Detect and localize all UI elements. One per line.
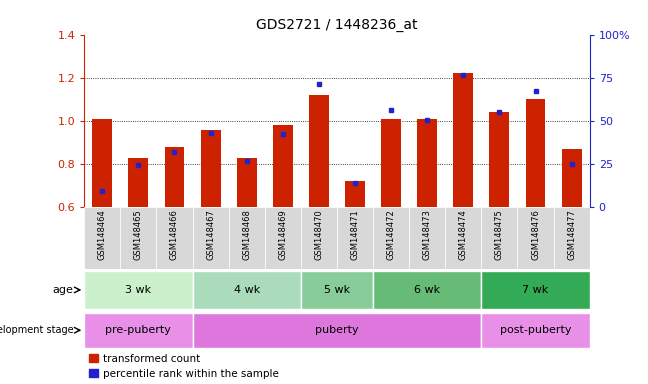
Text: puberty: puberty bbox=[315, 325, 359, 335]
Text: post-puberty: post-puberty bbox=[500, 325, 572, 335]
Text: GSM148473: GSM148473 bbox=[422, 209, 432, 260]
Text: GSM148468: GSM148468 bbox=[242, 209, 251, 260]
Bar bbox=[417, 119, 437, 207]
FancyBboxPatch shape bbox=[84, 207, 121, 269]
FancyBboxPatch shape bbox=[121, 207, 156, 269]
FancyBboxPatch shape bbox=[553, 207, 590, 269]
Text: GSM148477: GSM148477 bbox=[567, 209, 576, 260]
Bar bbox=[201, 130, 220, 207]
FancyBboxPatch shape bbox=[518, 207, 553, 269]
FancyBboxPatch shape bbox=[409, 207, 445, 269]
FancyBboxPatch shape bbox=[481, 313, 590, 348]
Bar bbox=[526, 99, 546, 207]
FancyBboxPatch shape bbox=[192, 271, 301, 309]
Text: GSM148476: GSM148476 bbox=[531, 209, 540, 260]
Bar bbox=[454, 73, 473, 207]
FancyBboxPatch shape bbox=[481, 271, 590, 309]
FancyBboxPatch shape bbox=[301, 207, 337, 269]
Bar bbox=[128, 158, 148, 207]
Text: age: age bbox=[52, 285, 73, 295]
Text: GSM148466: GSM148466 bbox=[170, 209, 179, 260]
FancyBboxPatch shape bbox=[156, 207, 192, 269]
Bar bbox=[273, 125, 293, 207]
FancyBboxPatch shape bbox=[337, 207, 373, 269]
FancyBboxPatch shape bbox=[373, 207, 409, 269]
FancyBboxPatch shape bbox=[373, 271, 481, 309]
Text: 6 wk: 6 wk bbox=[414, 285, 440, 295]
Text: GSM148474: GSM148474 bbox=[459, 209, 468, 260]
Bar bbox=[93, 119, 112, 207]
Bar bbox=[309, 95, 329, 207]
FancyBboxPatch shape bbox=[481, 207, 518, 269]
Legend: transformed count, percentile rank within the sample: transformed count, percentile rank withi… bbox=[89, 354, 279, 379]
FancyBboxPatch shape bbox=[301, 271, 373, 309]
Bar bbox=[562, 149, 581, 207]
Text: 7 wk: 7 wk bbox=[522, 285, 549, 295]
Text: GSM148475: GSM148475 bbox=[495, 209, 504, 260]
Text: GSM148472: GSM148472 bbox=[387, 209, 396, 260]
FancyBboxPatch shape bbox=[445, 207, 481, 269]
Bar bbox=[237, 158, 257, 207]
FancyBboxPatch shape bbox=[229, 207, 265, 269]
Text: GSM148470: GSM148470 bbox=[314, 209, 323, 260]
Bar bbox=[489, 112, 509, 207]
Text: GSM148471: GSM148471 bbox=[351, 209, 360, 260]
Text: pre-puberty: pre-puberty bbox=[106, 325, 171, 335]
Text: GSM148465: GSM148465 bbox=[134, 209, 143, 260]
FancyBboxPatch shape bbox=[265, 207, 301, 269]
FancyBboxPatch shape bbox=[84, 271, 192, 309]
Bar bbox=[165, 147, 185, 207]
Text: 4 wk: 4 wk bbox=[233, 285, 260, 295]
Text: GSM148464: GSM148464 bbox=[98, 209, 107, 260]
Text: GSM148469: GSM148469 bbox=[278, 209, 287, 260]
Text: 3 wk: 3 wk bbox=[125, 285, 152, 295]
Bar bbox=[381, 119, 401, 207]
FancyBboxPatch shape bbox=[192, 207, 229, 269]
Title: GDS2721 / 1448236_at: GDS2721 / 1448236_at bbox=[256, 18, 418, 32]
FancyBboxPatch shape bbox=[192, 313, 481, 348]
Bar bbox=[345, 182, 365, 207]
Text: 5 wk: 5 wk bbox=[324, 285, 350, 295]
FancyBboxPatch shape bbox=[84, 313, 192, 348]
Text: GSM148467: GSM148467 bbox=[206, 209, 215, 260]
Text: development stage: development stage bbox=[0, 325, 73, 335]
